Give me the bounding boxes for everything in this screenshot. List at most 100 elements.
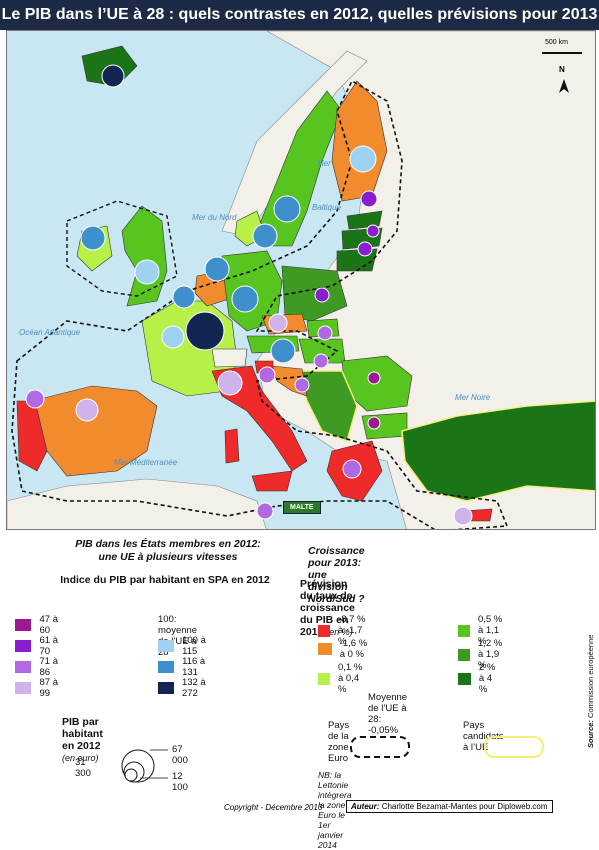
sea-label-atlantic: Océan Atlantique [19,328,81,337]
circle-value-mid: 31 300 [75,757,91,779]
zone-euro-label: Pays de la zone Euro [328,720,350,764]
united-kingdom [121,205,168,307]
circle-size-legend [121,749,168,783]
swatch-growth-neg-high [318,624,331,637]
legend-index-row-7: 132 à 272 [158,677,208,699]
swatch-87-99 [15,682,32,694]
author-box: Auteur: Charlotte Bezamat-Mantes pour Di… [346,800,553,813]
circle-legend-heading: PIB par habitant en 2012 (en euro) [62,716,103,763]
legend-index-label: 71 à 86 [39,656,58,678]
north-arrow-icon [559,79,569,93]
gdp-circle-finland [349,145,377,173]
legend-index-label: 132 à 272 [181,677,206,699]
scale-label: 500 km [545,39,568,46]
legend-index-row-6: 116 à 131 [158,656,208,678]
swatch-71-86 [15,661,32,673]
legend-index-label: 100 à 115 [182,635,206,657]
sea-label-black: Mer Noire [455,393,491,402]
gdp-circle-portugal [25,389,45,409]
copyright: Copyright - Décembre 2013 [224,803,323,812]
gdp-circle-slovakia [317,325,333,341]
growth-row-3: -1,6 % à 0 % [318,638,368,660]
candidates-label: Pays candidats à l’UE [463,720,504,753]
legend-index-row-5: 100 à 115 [158,635,208,657]
malta-label: MALTE [283,501,321,514]
swatch-132-272 [158,682,174,694]
sea-label-baltic-1: Mer [317,159,331,168]
legend-average-note: 100: moyenne de l’UE à 28 [158,614,198,658]
gdp-circle-luxembourg [185,311,225,351]
source-note: Source: Commission européenne [586,634,595,748]
swatch-growth-2-4 [458,672,471,685]
gdp-circle-italy [217,370,243,396]
poland [281,265,348,322]
legend-index-label: 61 à 70 [39,635,58,657]
gdp-circle-spain [75,398,99,422]
legend-index-label: 116 à 131 [182,656,206,678]
candidates-swatch [484,736,544,758]
circle-value-min: 12 100 [172,771,188,793]
legend-left-heading-1: PIB dans les États membres en 2012: [75,538,261,550]
growth-row-5: 0,1 % à 0,4 % [318,662,365,695]
growth-average: Moyenne de l’UE à 28: -0,05% [368,692,408,736]
estonia [346,210,383,230]
uk-outline [66,200,178,297]
swatch-116-131 [158,661,175,673]
growth-row-4: 1,2 % à 1,9 % [458,638,505,671]
sea-label-mediterranean: Mer Méditerranée [114,458,178,467]
gdp-circle-romania [367,371,381,385]
legend-index-label: 87 à 99 [39,677,58,699]
swatch-growth-05-11 [458,624,470,637]
legend-left-subheading: Indice du PIB par habitant en SPA en 201… [60,574,270,586]
gdp-circle-iceland [101,64,125,88]
gdp-circle-germany [231,285,259,313]
gdp-circle-poland [314,287,330,303]
swatch-growth-12-19 [458,648,470,661]
gdp-circle-uk [134,259,160,285]
legend-index-row-3: 71 à 86 [15,656,60,678]
gdp-circle-ireland [80,225,106,251]
legend-index-label: 47 à 60 [39,614,58,636]
sea-label-north: Mer du Nord [192,213,237,222]
swatch-100-115 [158,640,175,652]
gdp-circle-france [161,325,185,349]
gdp-circle-hungary [313,353,329,369]
gdp-circle-denmark [252,223,278,249]
growth-row-1: -8,7 % à -1,7 % [318,614,368,647]
turkey [401,400,595,502]
gdp-circle-slovenia [258,366,276,384]
legend-index-row-2: 61 à 70 [15,635,60,657]
legend-index-row-1: 47 à 60 [15,614,60,636]
legend-right-heading: Croissance pour 2013: une division Nord/… [308,545,365,605]
map-canvas [7,31,595,529]
gdp-circle-netherlands [204,256,230,282]
legend-left-heading-2: une UE à plusieurs vitesses [98,551,238,563]
swatch-47-60 [15,619,32,631]
swatch-growth-01-04 [318,672,330,685]
growth-row-6: 2 % à 4 % [458,662,500,695]
finland [331,80,388,202]
zone-euro-swatch [350,736,410,758]
gdp-circle-malta [256,502,274,520]
europe-map: Mer du Nord Océan Atlantique Mer Méditer… [6,30,596,530]
gdp-circle-bulgaria [367,416,381,430]
gdp-circle-sweden [273,195,301,223]
switzerland [211,348,248,368]
gdp-circle-belgium [172,285,196,309]
circle-value-max: 67 000 [172,744,188,766]
north-africa [7,478,267,529]
map-title: Le PIB dans l’UE à 28 : quels contrastes… [0,0,599,53]
growth-row-2: 0,5 % à 1,1 % [458,614,505,647]
legend-index-row-4: 87 à 99 [15,677,60,699]
sicily [251,470,293,492]
sardinia [224,428,240,464]
gdp-circle-czech [268,313,288,333]
balkans [295,370,358,443]
gdp-circle-greece [342,459,362,479]
gdp-circle-austria [270,338,296,364]
spain [31,385,158,477]
gdp-circle-estonia [360,190,378,208]
swatch-growth-neg-low [318,643,332,655]
north-label: N [559,65,565,74]
gdp-circle-cyprus [453,506,473,526]
